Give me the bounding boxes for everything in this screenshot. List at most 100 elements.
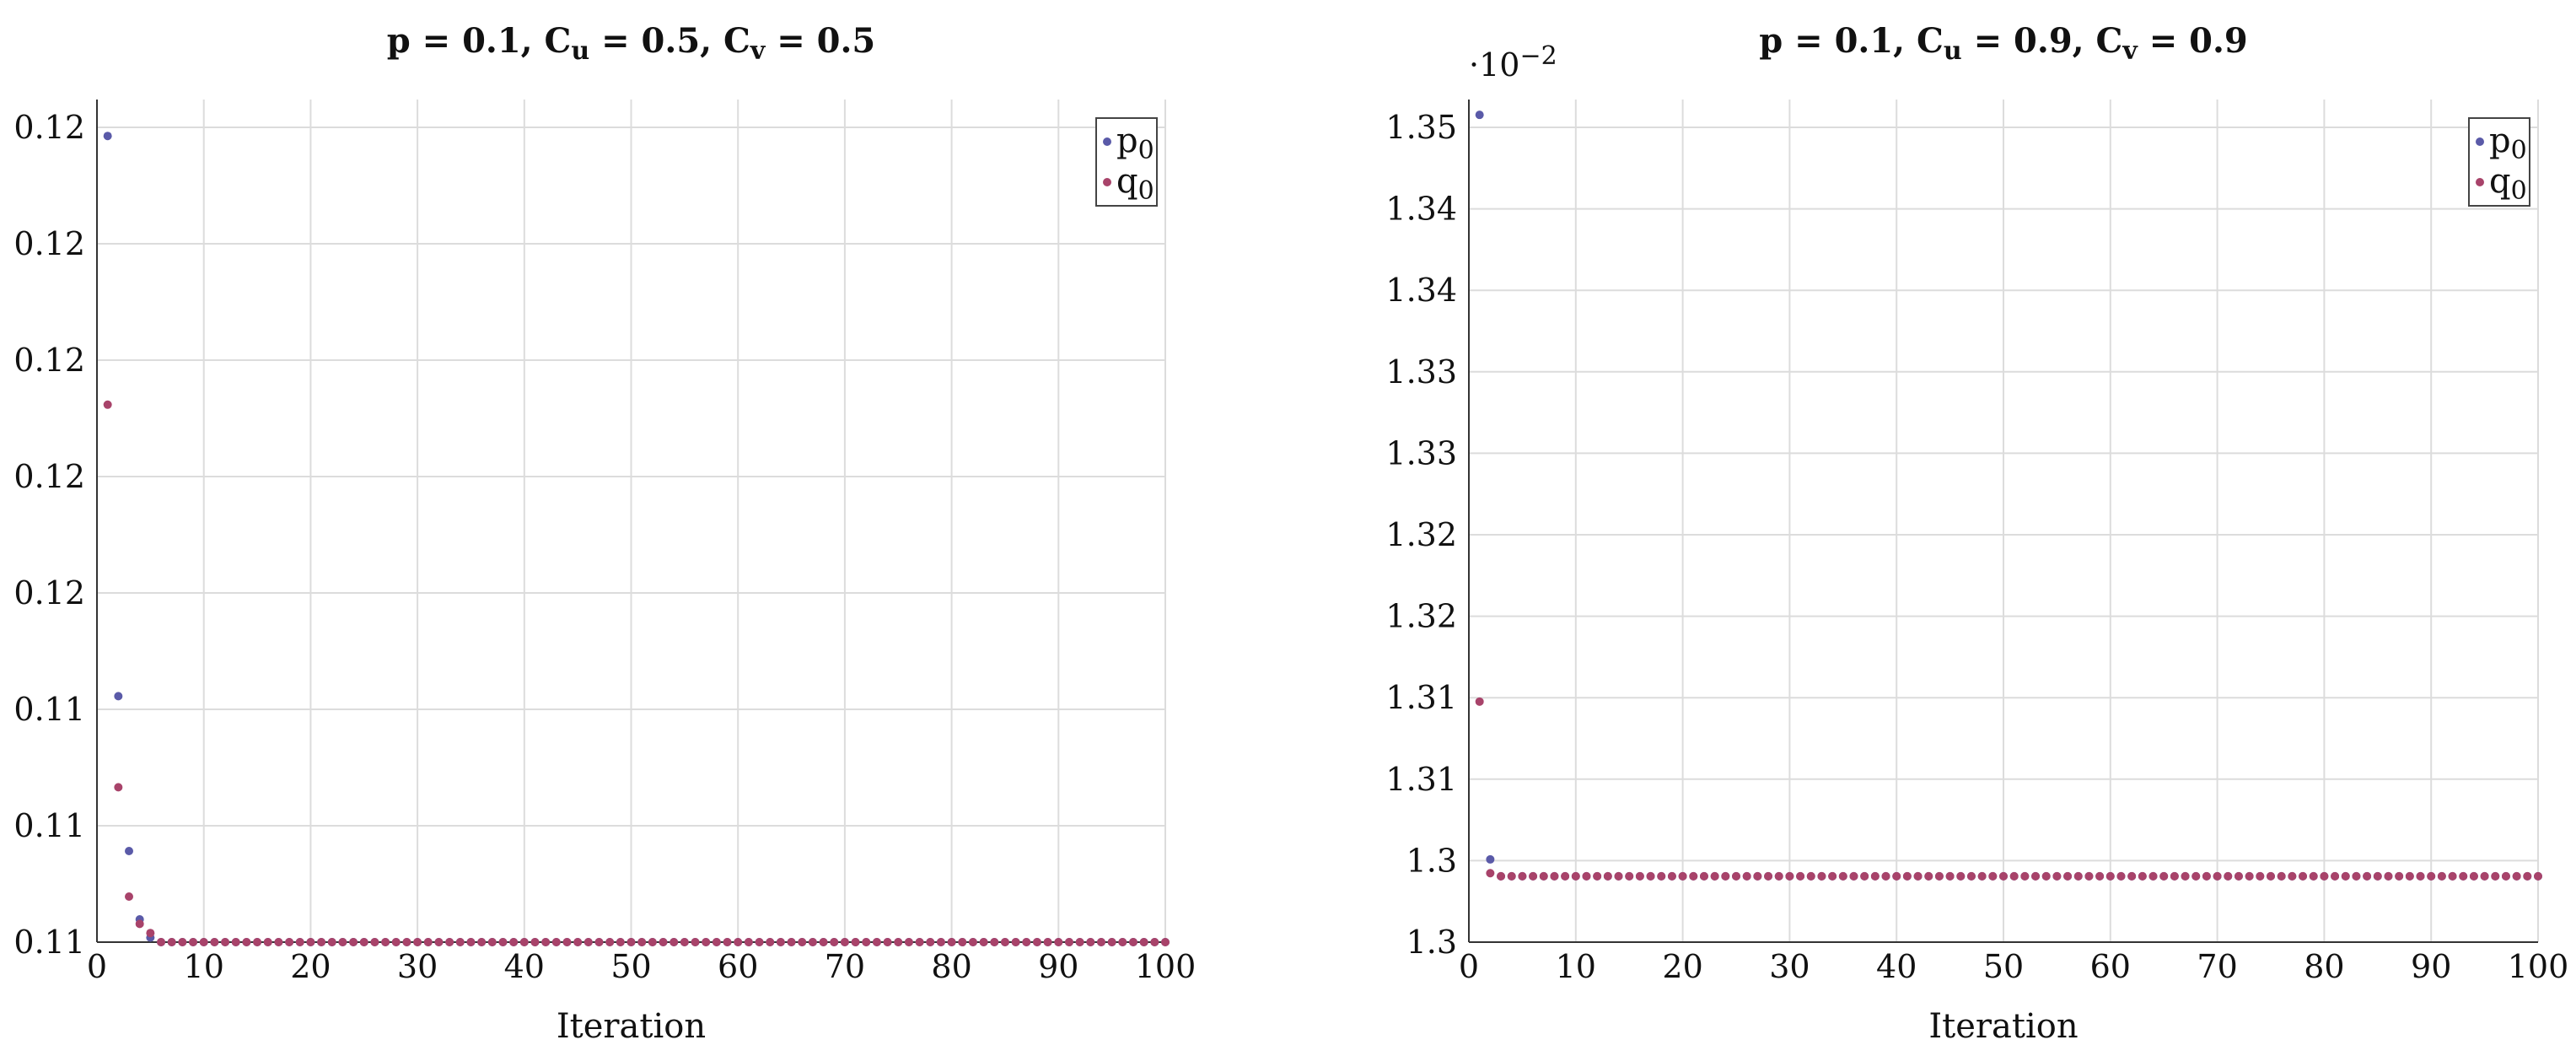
title-subscript: v — [750, 36, 766, 66]
data-point-q0 — [1043, 938, 1052, 946]
x-tick-label: 0 — [1459, 948, 1479, 985]
data-point-q0 — [2309, 871, 2318, 881]
data-point-q0 — [2095, 871, 2105, 881]
data-point-q0 — [125, 892, 134, 901]
data-point-q0 — [2448, 871, 2457, 881]
x-tick-label: 30 — [397, 948, 438, 985]
data-point-q0 — [2352, 871, 2361, 881]
data-point-q0 — [862, 938, 871, 946]
data-point-q0 — [2267, 871, 2275, 881]
data-point-q0 — [2437, 871, 2446, 881]
data-point-q0 — [1678, 871, 1687, 881]
legend-marker-q0 — [2476, 178, 2484, 186]
data-point-q0 — [680, 938, 689, 946]
data-point-q0 — [274, 938, 283, 946]
title-text: = 0.9, C — [1962, 21, 2123, 61]
data-point-q0 — [947, 938, 956, 946]
data-point-q0 — [1945, 871, 1955, 881]
data-point-q0 — [2373, 871, 2382, 881]
x-tick-label: 90 — [1038, 948, 1078, 985]
data-point-q0 — [1785, 871, 1794, 881]
data-point-q0 — [1999, 871, 2008, 881]
data-point-q0 — [637, 938, 647, 946]
x-tick-label: 70 — [2197, 948, 2237, 985]
data-point-p0 — [1475, 110, 1484, 120]
data-point-q0 — [1796, 871, 1805, 881]
data-point-q0 — [2191, 871, 2201, 881]
data-point-q0 — [2170, 871, 2179, 881]
data-point-q0 — [2159, 871, 2169, 881]
data-point-q0 — [1849, 871, 1858, 881]
y-tick-label: 1.3 — [1406, 842, 1457, 879]
data-point-q0 — [381, 938, 390, 946]
data-point-q0 — [2277, 871, 2286, 881]
chart-title: p = 0.1, Cu = 0.5, Cv = 0.5 — [387, 21, 876, 66]
data-point-q0 — [1710, 871, 1719, 881]
data-point-q0 — [776, 938, 785, 946]
chart-panel-2: p = 0.1, Cu = 0.9, Cv = 0.9 0 10 20 30 40 50 60… — [1385, 21, 2568, 1046]
data-point-q0 — [1689, 871, 1698, 881]
data-point-q0 — [1550, 871, 1559, 881]
data-point-q0 — [808, 938, 817, 946]
data-point-q0 — [434, 938, 444, 946]
data-point-q0 — [2041, 871, 2051, 881]
data-point-q0 — [2138, 871, 2147, 881]
data-point-q0 — [2148, 871, 2158, 881]
data-point-q0 — [2512, 871, 2521, 881]
data-point-q0 — [2363, 871, 2372, 881]
data-point-q0 — [1054, 938, 1063, 946]
data-point-q0 — [979, 938, 988, 946]
data-point-q0 — [1161, 938, 1170, 946]
data-point-q0 — [1892, 871, 1901, 881]
y-tick-label: 0.12 — [13, 342, 85, 379]
data-point-q0 — [1539, 871, 1548, 881]
x-axis-label: Iteration — [557, 1007, 706, 1046]
data-point-q0 — [1657, 871, 1666, 881]
legend-label-p0: p0 — [2489, 121, 2527, 165]
title-text: p = 0.1, C — [1759, 21, 1944, 61]
y-tick-label: 1.31 — [1385, 679, 1457, 716]
y-axis-exponent: ·10−2 — [1469, 41, 1557, 84]
data-point-q0 — [221, 938, 230, 946]
x-tick-label: 10 — [1556, 948, 1596, 985]
data-point-q0 — [423, 938, 433, 946]
data-point-q0 — [605, 938, 615, 946]
data-point-q0 — [135, 919, 144, 929]
data-point-q0 — [2256, 871, 2265, 881]
data-point-q0 — [1096, 938, 1105, 946]
y-tick-label: 0.12 — [13, 225, 85, 262]
data-point-q0 — [1764, 871, 1773, 881]
data-point-p0 — [125, 847, 134, 855]
x-tick-label: 80 — [2304, 948, 2344, 985]
y-tick-label: 0.11 — [13, 691, 85, 728]
data-point-q0 — [1593, 871, 1602, 881]
data-point-q0 — [2469, 871, 2478, 881]
data-point-q0 — [2052, 871, 2062, 881]
data-point-q0 — [1475, 697, 1484, 706]
legend-marker-p0 — [1103, 137, 1111, 146]
data-point-q0 — [2127, 871, 2137, 881]
y-tick-label: 1.32 — [1385, 598, 1457, 635]
x-tick-label: 100 — [1135, 948, 1197, 985]
data-point-q0 — [242, 938, 251, 946]
data-point-q0 — [210, 938, 219, 946]
data-point-q0 — [2523, 871, 2532, 881]
data-point-q0 — [670, 938, 679, 946]
data-point-q0 — [787, 938, 796, 946]
title-text: p = 0.1, C — [387, 21, 572, 61]
data-point-q0 — [1086, 938, 1095, 946]
data-point-q0 — [1913, 871, 1923, 881]
y-tick-label: 0.11 — [13, 924, 85, 961]
data-point-q0 — [509, 938, 519, 946]
data-point-q0 — [1139, 938, 1148, 946]
data-point-q0 — [317, 938, 326, 946]
data-point-q0 — [594, 938, 604, 946]
data-point-q0 — [723, 938, 732, 946]
data-point-q0 — [1753, 871, 1762, 881]
data-point-q0 — [295, 938, 304, 946]
data-point-q0 — [1518, 871, 1527, 881]
x-tick-label: 20 — [1662, 948, 1702, 985]
data-point-q0 — [1128, 938, 1137, 946]
y-tick-label: 1.33 — [1385, 353, 1457, 391]
data-point-q0 — [734, 938, 743, 946]
